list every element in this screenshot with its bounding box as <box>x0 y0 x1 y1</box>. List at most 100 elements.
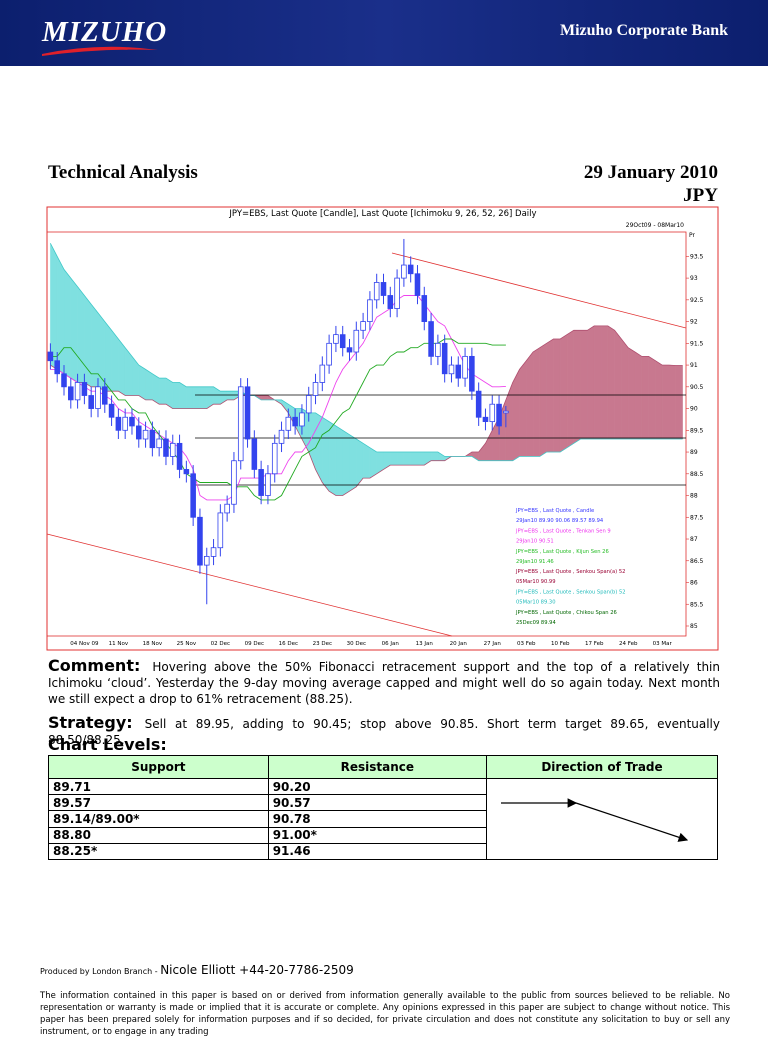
x-tick-label: 03 Feb <box>517 641 536 647</box>
levels-table: Support Resistance Direction of Trade 89.7… <box>48 755 718 861</box>
candle-body <box>421 295 428 322</box>
indicator-line <box>50 295 506 501</box>
cloud-segment <box>70 277 78 383</box>
candle-body <box>462 355 468 379</box>
legend-value: 29Jan10 89.90 90.06 89.57 89.94 <box>516 518 604 524</box>
cloud-segment <box>260 395 269 401</box>
cloud-segment <box>607 325 615 440</box>
cloud-segment <box>641 356 649 440</box>
candle-body <box>373 282 380 301</box>
legend-entry: JPY=EBS , Last Quote , Senkou Span(b) 52 <box>515 590 626 596</box>
y-tick-label: 88 <box>690 493 698 500</box>
cell: 88.80 <box>48 826 269 844</box>
cloud-segment <box>145 369 153 401</box>
candle-body <box>333 334 339 344</box>
y-tick-label: 89 <box>690 449 698 456</box>
legend-entry: JPY=EBS , Last Quote , Senkou Span(a) 52 <box>515 569 625 575</box>
x-tick-label: 03 Mar <box>653 641 673 647</box>
cloud-segment <box>417 451 425 466</box>
x-tick-label: 04 Nov 09 <box>70 641 99 647</box>
y-tick-label: 91.5 <box>690 340 704 347</box>
cloud-segment <box>104 321 112 392</box>
x-tick-label: 18 Nov <box>143 641 163 647</box>
candle-body <box>312 382 319 396</box>
cloud-segment <box>655 360 663 440</box>
cloud-segment <box>199 386 207 409</box>
candle-body <box>360 321 366 331</box>
legend-entry: JPY=EBS , Last Quote , Chikou Span 26 <box>515 610 617 616</box>
cloud-segment <box>50 243 58 370</box>
cloud-segment <box>342 429 350 496</box>
candle-body <box>455 364 462 379</box>
candle-body <box>448 364 455 375</box>
candle-body <box>305 395 312 414</box>
cell: 88.25* <box>48 842 269 861</box>
cloud-segment <box>594 325 602 440</box>
candle-body <box>278 429 285 444</box>
y-tick-label: 90 <box>690 406 698 413</box>
cloud-segment <box>111 329 119 392</box>
x-tick-label: 16 Dec <box>279 641 298 647</box>
candle-body <box>183 469 190 475</box>
candle-body <box>54 360 60 375</box>
y-tick-label: 85.5 <box>690 601 704 608</box>
cloud-segment <box>539 342 547 457</box>
candle-body <box>61 373 67 388</box>
cloud-segment <box>186 386 194 409</box>
chart-subtitle: 29Oct09 - 08Mar10 <box>626 222 684 229</box>
cloud-segment <box>580 330 588 440</box>
cloud-segment <box>56 256 65 375</box>
cloud-segment <box>519 360 527 457</box>
cloud-segment <box>322 416 330 492</box>
candle-body <box>47 351 54 362</box>
candle-body <box>292 416 298 427</box>
y-tick-label: 93.5 <box>690 253 704 260</box>
candle-body <box>68 386 74 401</box>
x-tick-label: 20 Jan <box>450 641 468 647</box>
cloud-segment <box>614 329 622 440</box>
cloud-segment <box>600 325 609 440</box>
candle-body <box>339 334 346 349</box>
direction-cell <box>486 778 718 860</box>
x-tick-label: 02 Dec <box>211 641 230 647</box>
y-tick-label: 88.5 <box>690 471 704 478</box>
y-tick-label: 90.5 <box>690 384 704 391</box>
candle-body <box>149 429 156 449</box>
y-tick-label: 86.5 <box>690 558 704 565</box>
trend-line <box>46 533 453 637</box>
cloud-segment <box>90 303 99 388</box>
candle-body <box>210 547 217 557</box>
col-header: Direction of Trade <box>486 755 718 779</box>
legend-entry: JPY=EBS , Last Quote , Kijun Sen 26 <box>515 549 609 555</box>
cloud-segment <box>349 434 357 492</box>
y-unit: Pr <box>689 232 696 239</box>
candle-body <box>135 425 142 440</box>
cloud-segment <box>138 364 146 401</box>
candle-body <box>414 273 421 296</box>
contact: Nicole Elliott +44-20-7786-2509 <box>160 963 354 977</box>
candle-body <box>367 299 373 322</box>
x-tick-label: 27 Jan <box>484 641 502 647</box>
candle-body <box>169 442 176 457</box>
y-tick-label: 87 <box>690 536 698 543</box>
currency: JPY <box>683 185 718 206</box>
candle-body <box>503 410 509 414</box>
trend-line <box>391 252 687 329</box>
candle-body <box>163 438 169 457</box>
comment: Comment: Hovering above the 50% Fibonacci… <box>48 656 720 707</box>
cloud-segment <box>328 421 337 496</box>
produced-by: Produced by London Branch - <box>40 967 161 976</box>
candle-body <box>244 386 251 440</box>
candle-body <box>387 295 394 309</box>
cell: 91.46 <box>267 842 488 861</box>
candle-body <box>285 416 292 431</box>
comment-text: Hovering above the 50% Fibonacci retrace… <box>48 660 720 706</box>
candle-body <box>156 438 162 449</box>
cloud-segment <box>553 338 561 453</box>
candle-body <box>95 386 101 409</box>
cloud-segment <box>226 390 235 401</box>
candle-body <box>224 503 230 514</box>
candle-body <box>326 342 332 366</box>
chart-title: JPY=EBS, Last Quote [Candle], Last Quote… <box>228 209 536 219</box>
